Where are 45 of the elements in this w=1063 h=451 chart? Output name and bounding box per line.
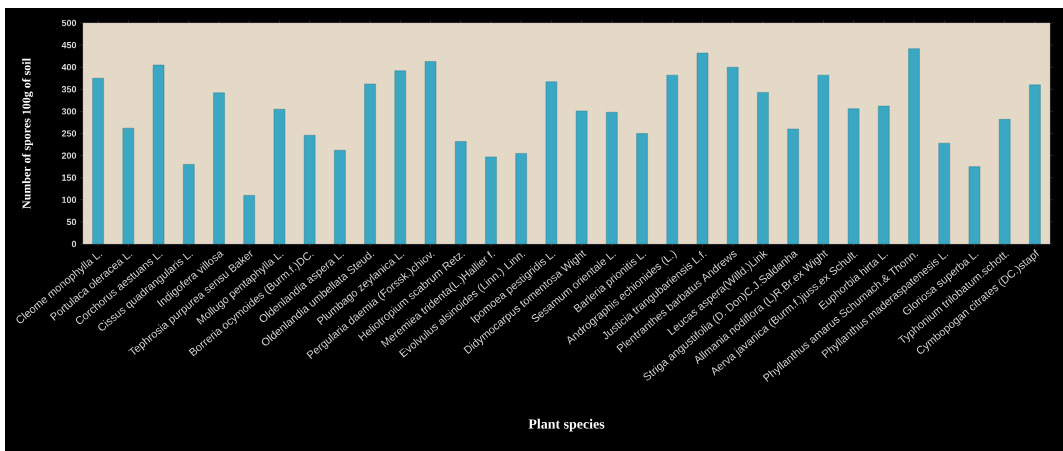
- bar: [878, 105, 890, 244]
- bar: [152, 64, 165, 244]
- bar: [968, 166, 981, 244]
- bar: [1029, 84, 1041, 244]
- y-tick-label: 300: [61, 108, 77, 115]
- bar: [696, 52, 709, 244]
- x-axis-title: Plant species: [528, 418, 605, 432]
- bar: [787, 128, 799, 244]
- y-tick-label: 450: [61, 41, 77, 49]
- bar: [757, 92, 769, 244]
- bar: [273, 108, 286, 244]
- bar: [364, 83, 376, 244]
- bar: [636, 133, 648, 244]
- y-tick-label: 350: [61, 86, 77, 93]
- bar: [727, 66, 739, 244]
- bar: [122, 127, 135, 244]
- bar: [515, 153, 527, 244]
- bar: [847, 108, 860, 244]
- y-tick-label: 150: [62, 174, 77, 181]
- y-tick-label: 250: [61, 130, 77, 137]
- y-tick-label: 200: [61, 152, 77, 159]
- bar: [92, 78, 104, 244]
- y-axis-title: Number of spores 100g of soil: [22, 58, 34, 209]
- bar: [303, 135, 316, 244]
- bar: [666, 74, 678, 244]
- bar: [817, 74, 830, 244]
- bar: [183, 164, 195, 244]
- bar: [998, 119, 1011, 244]
- bar: [394, 70, 407, 244]
- bar: [334, 150, 346, 244]
- bar: [606, 112, 618, 244]
- bar: [908, 48, 920, 244]
- bar: [938, 143, 950, 244]
- bar: [243, 195, 255, 244]
- bar: [575, 110, 588, 244]
- bar: [213, 92, 225, 244]
- bar: [424, 61, 437, 244]
- y-tick-label: 500: [61, 19, 77, 27]
- bar: [545, 81, 558, 244]
- y-tick-label: 0: [71, 240, 77, 248]
- y-tick-label: 100: [62, 196, 77, 203]
- bar: [485, 156, 497, 244]
- bar: [455, 141, 467, 244]
- y-tick-label: 400: [61, 64, 77, 71]
- y-tick-label: 50: [66, 218, 77, 226]
